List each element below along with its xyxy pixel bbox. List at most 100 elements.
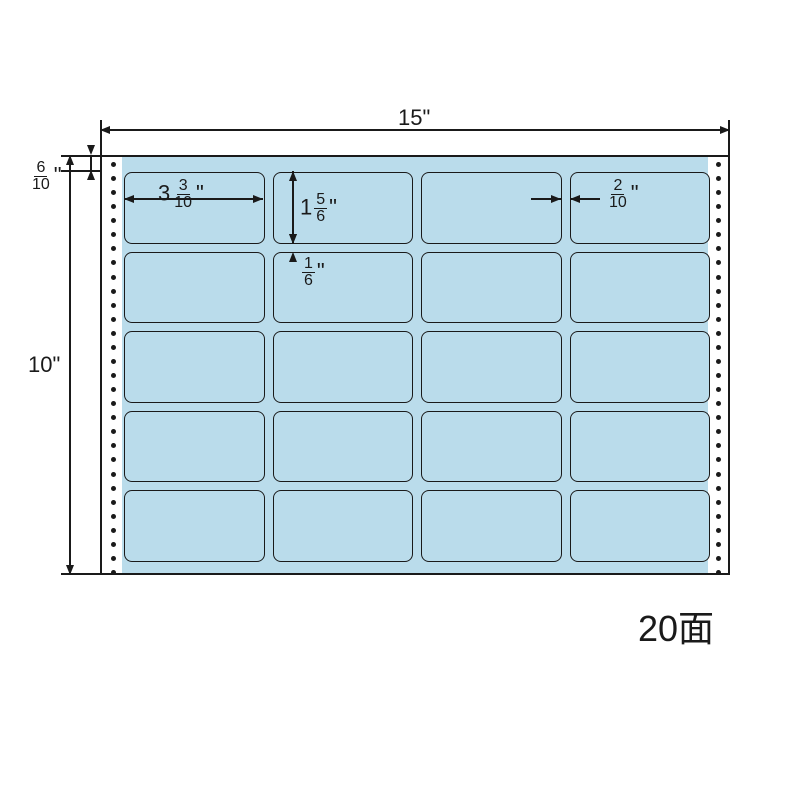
arrow [720,126,730,134]
sprocket-hole [111,443,116,448]
sprocket-hole [716,232,721,237]
label-cell [570,252,711,324]
sprocket-hole [716,289,721,294]
arrow [87,170,95,180]
arrow [87,145,95,155]
sprocket-hole [111,190,116,195]
sprocket-hole [716,260,721,265]
sprocket-hole [111,176,116,181]
dim-right-gap: 210" [605,178,639,211]
label-cell [421,252,562,324]
label-cell [570,331,711,403]
sprocket-hole [716,275,721,280]
label-cell [421,411,562,483]
sprocket-hole [716,345,721,350]
sprocket-hole [716,359,721,364]
sprocket-hole [716,387,721,392]
sprocket-hole [716,472,721,477]
label-cell [273,252,414,324]
diagram-canvas: 15" 10" 610" 3310" 156" 16" 210" 20面 [0,0,800,800]
sprocket-hole [716,486,721,491]
dim-overall-height: 10" [28,352,60,378]
sprocket-hole [716,303,721,308]
sprocket-hole [716,246,721,251]
dim-line-height [69,155,71,575]
sprocket-hole [111,218,116,223]
sprocket-hole [716,415,721,420]
dim-label-height: 156" [300,192,337,225]
sprocket-hole [716,190,721,195]
sprocket-hole [111,457,116,462]
label-cell [421,490,562,562]
arrow [253,195,263,203]
sprocket-hole [716,317,721,322]
sprocket-hole [111,232,116,237]
label-cell [124,331,265,403]
sprocket-hole [111,472,116,477]
sprocket-hole [111,204,116,209]
sprocket-hole [111,514,116,519]
sprocket-hole [111,331,116,336]
label-cell [273,411,414,483]
sprocket-hole [716,457,721,462]
arrow [570,195,580,203]
sprocket-hole [716,218,721,223]
label-cell [273,172,414,244]
sprocket-hole [111,359,116,364]
sprocket-hole [716,514,721,519]
label-cell [421,331,562,403]
sprocket-hole [111,556,116,561]
arrow [66,155,74,165]
sprocket-hole [111,246,116,251]
sprocket-hole [716,570,721,575]
caption: 20面 [638,600,714,652]
arrow [124,195,134,203]
sprocket-hole [111,260,116,265]
dim-overall-width: 15" [398,105,430,131]
sprocket-hole [716,500,721,505]
sprocket-hole [111,275,116,280]
label-cell [273,331,414,403]
sprocket-hole [716,556,721,561]
arrow [551,195,561,203]
dim-row-gap: 16" [300,256,325,289]
arrow [289,252,297,262]
label-cell [124,411,265,483]
label-sheet [100,155,730,575]
sprocket-hole [111,542,116,547]
sprocket-hole [111,570,116,575]
sprocket-hole [111,289,116,294]
sprocket-hole [716,204,721,209]
arrow [66,565,74,575]
arrow [289,171,297,181]
sprocket-hole [716,443,721,448]
sprocket-hole [716,542,721,547]
sprocket-hole [111,387,116,392]
arrow [100,126,110,134]
label-cell [570,411,711,483]
sprocket-hole [111,345,116,350]
arrow [289,234,297,244]
label-cell [124,252,265,324]
sprocket-hole [716,429,721,434]
sprocket-hole [111,528,116,533]
sprocket-hole [111,303,116,308]
sprocket-hole [716,373,721,378]
sprocket-hole [111,401,116,406]
label-cell [570,490,711,562]
sprocket-hole [111,500,116,505]
dim-line-top-margin [90,155,92,170]
sprocket-hole [111,317,116,322]
sprocket-hole [111,162,116,167]
sprocket-hole [111,486,116,491]
label-cell [570,172,711,244]
label-cell [421,172,562,244]
sprocket-hole [716,401,721,406]
sprocket-hole [111,373,116,378]
label-cell [124,490,265,562]
sprocket-hole [716,331,721,336]
dim-label-width: 3310" [158,178,204,211]
sprocket-hole [111,415,116,420]
sprocket-hole [716,176,721,181]
sprocket-hole [716,528,721,533]
